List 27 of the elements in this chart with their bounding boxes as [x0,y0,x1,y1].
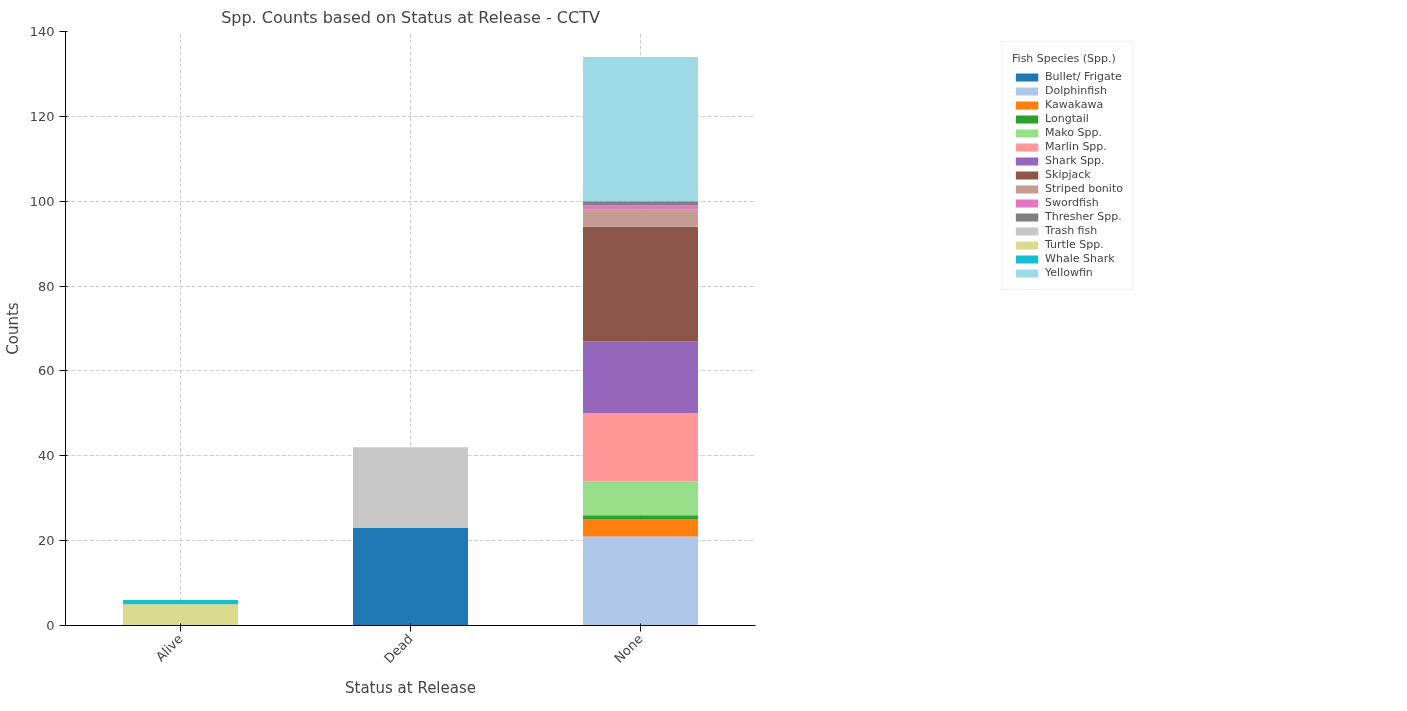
y-tick-label: 20 [37,533,55,549]
legend-label: Dolphinfish [1045,84,1107,97]
legend-label: Kawakawa [1045,98,1104,111]
y-tick-label: 100 [29,193,55,209]
legend-label: Swordfish [1045,196,1099,209]
chart-title: Spp. Counts based on Status at Release - CCTV [221,7,600,27]
y-axis-title: Counts [3,302,22,355]
legend-label: Striped bonito [1045,182,1123,195]
x-axis-title: Status at Release [344,679,477,698]
y-tick-label: 60 [37,363,55,379]
legend-label: Skipjack [1045,168,1091,181]
legend-label: Marlin Spp. [1045,140,1107,153]
legend-label: Mako Spp. [1045,126,1102,139]
legend-label: Bullet/ Frigate [1045,70,1122,83]
legend-label: Longtail [1045,112,1089,125]
legend-label: Turtle Spp. [1045,238,1104,251]
y-tick-label: 40 [37,448,55,464]
legend-label: Thresher Spp. [1045,210,1122,223]
legend-title: Fish Species (Spp.) [1012,52,1117,65]
y-tick-label: 140 [29,24,55,39]
legend-label: Trash fish [1045,224,1098,237]
legend-label: Shark Spp. [1045,154,1105,167]
legend-label: Yellowfin [1045,266,1093,279]
legend-label: Whale Shark [1045,252,1115,265]
y-tick-label: 120 [29,108,55,124]
y-tick-label: 80 [37,278,55,294]
y-tick-label: 0 [46,618,55,633]
